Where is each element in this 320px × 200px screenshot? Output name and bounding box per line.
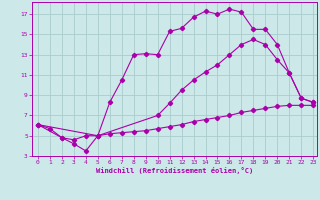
X-axis label: Windchill (Refroidissement éolien,°C): Windchill (Refroidissement éolien,°C): [96, 167, 253, 174]
